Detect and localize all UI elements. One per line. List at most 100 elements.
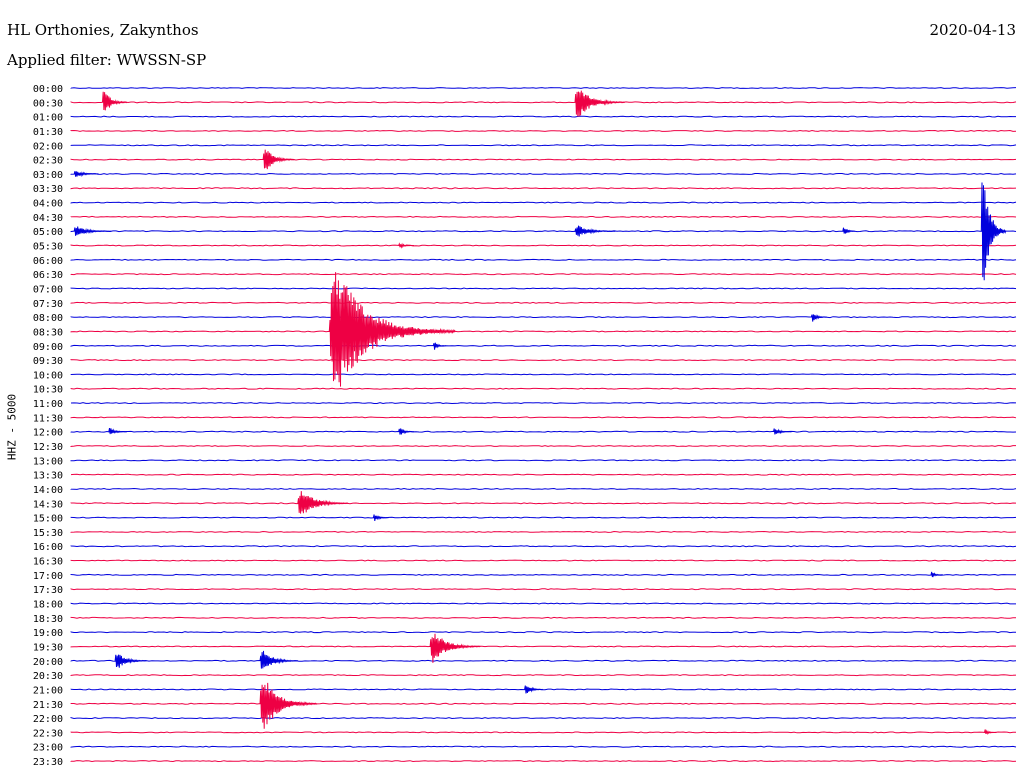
trace-row	[70, 588, 1017, 591]
row-time-label: 09:00	[33, 342, 63, 353]
row-time-label: 05:30	[33, 242, 63, 253]
row-time-label: 19:00	[33, 628, 63, 639]
trace-row	[70, 745, 1017, 748]
seismic-event	[102, 91, 128, 111]
seismic-event	[842, 227, 855, 234]
row-time-label: 01:30	[33, 127, 63, 138]
trace-row	[70, 631, 1017, 634]
row-time-label: 21:00	[33, 685, 63, 696]
row-time-label: 09:30	[33, 356, 63, 367]
row-time-label: 14:00	[33, 485, 63, 496]
trace-row	[70, 717, 1017, 720]
trace-row	[70, 602, 1016, 605]
seismic-event	[429, 633, 481, 663]
seismic-event	[574, 90, 625, 117]
trace-row	[70, 87, 1017, 89]
trace-row	[70, 545, 1017, 548]
trace-row	[70, 129, 1017, 132]
trace-row	[70, 616, 1016, 619]
trace-row	[70, 573, 1016, 576]
filter-name: WWSSN-SP	[116, 51, 207, 69]
row-time-label: 23:30	[33, 757, 63, 768]
row-time-label: 12:30	[33, 442, 63, 453]
trace-row	[70, 287, 1017, 290]
seismic-event	[108, 428, 128, 435]
seismic-event	[259, 650, 298, 669]
seismic-event	[114, 654, 147, 668]
row-time-label: 11:00	[33, 399, 63, 410]
trace-row	[70, 101, 1017, 104]
seismic-event	[297, 491, 349, 514]
trace-row	[70, 416, 1017, 419]
row-time-label: 00:00	[33, 84, 63, 95]
trace-row	[70, 115, 1016, 118]
seismic-event	[398, 242, 415, 249]
seismic-event	[980, 182, 1007, 281]
trace-row	[70, 187, 1017, 190]
row-time-label: 18:30	[33, 614, 63, 625]
trace-row	[70, 659, 1017, 662]
seismic-event	[259, 682, 318, 729]
seismic-event	[984, 729, 997, 735]
row-time-label: 03:30	[33, 184, 63, 195]
row-time-label: 03:00	[33, 170, 63, 181]
row-time-label: 06:00	[33, 256, 63, 267]
trace-row	[70, 487, 1017, 490]
seismic-event	[574, 225, 616, 237]
row-time-label: 02:00	[33, 141, 63, 152]
row-time-label: 00:30	[33, 98, 63, 109]
trace-row	[70, 459, 1017, 462]
trace-row	[70, 301, 1017, 304]
row-time-label: 20:00	[33, 657, 63, 668]
trace-row	[70, 316, 1017, 319]
row-time-label: 19:30	[33, 642, 63, 653]
trace-row	[70, 258, 1017, 261]
trace-row	[70, 473, 1016, 476]
trace-row	[70, 760, 1017, 763]
row-time-label: 22:00	[33, 714, 63, 725]
trace-row	[70, 402, 1017, 405]
seismic-event	[73, 226, 112, 236]
seismic-event	[810, 314, 827, 322]
trace-row	[70, 144, 1017, 147]
row-time-label: 04:00	[33, 199, 63, 210]
row-time-label: 01:00	[33, 113, 63, 124]
row-time-label: 23:00	[33, 743, 63, 754]
trace-row	[70, 215, 1017, 218]
trace-row	[70, 645, 1017, 648]
trace-row	[70, 445, 1016, 447]
seismic-event	[372, 514, 389, 521]
trace-row	[70, 373, 1017, 376]
trace-row	[70, 688, 1017, 691]
trace-row	[70, 230, 1017, 233]
trace-row	[70, 559, 1017, 562]
seismic-event	[262, 149, 295, 170]
row-time-label: 17:30	[33, 585, 63, 596]
trace-row	[70, 516, 1017, 519]
seismic-event	[432, 342, 446, 350]
trace-row	[70, 330, 1017, 333]
row-time-label: 14:30	[33, 499, 63, 510]
row-time-label: 10:00	[33, 370, 63, 381]
row-time-label: 15:30	[33, 528, 63, 539]
seismic-event	[328, 272, 456, 387]
trace-row	[70, 244, 1017, 247]
row-time-label: 10:30	[33, 385, 63, 396]
row-time-label: 21:30	[33, 700, 63, 711]
trace-row	[70, 731, 1016, 734]
trace-row	[70, 387, 1016, 390]
row-time-label: 08:00	[33, 313, 63, 324]
trace-row	[70, 702, 1017, 705]
filter-prefix: Applied filter:	[7, 51, 112, 69]
station-title: HL Orthonies, Zakynthos	[7, 21, 199, 39]
trace-row	[70, 530, 1017, 533]
seismic-event	[930, 571, 943, 578]
seismic-event	[773, 428, 792, 435]
trace-row	[70, 502, 1017, 505]
seismic-event	[73, 171, 99, 178]
row-time-label: 05:00	[33, 227, 63, 238]
trace-row	[70, 158, 1017, 161]
seismic-event	[398, 428, 415, 435]
trace-row	[70, 201, 1017, 204]
trace-row	[70, 430, 1017, 433]
